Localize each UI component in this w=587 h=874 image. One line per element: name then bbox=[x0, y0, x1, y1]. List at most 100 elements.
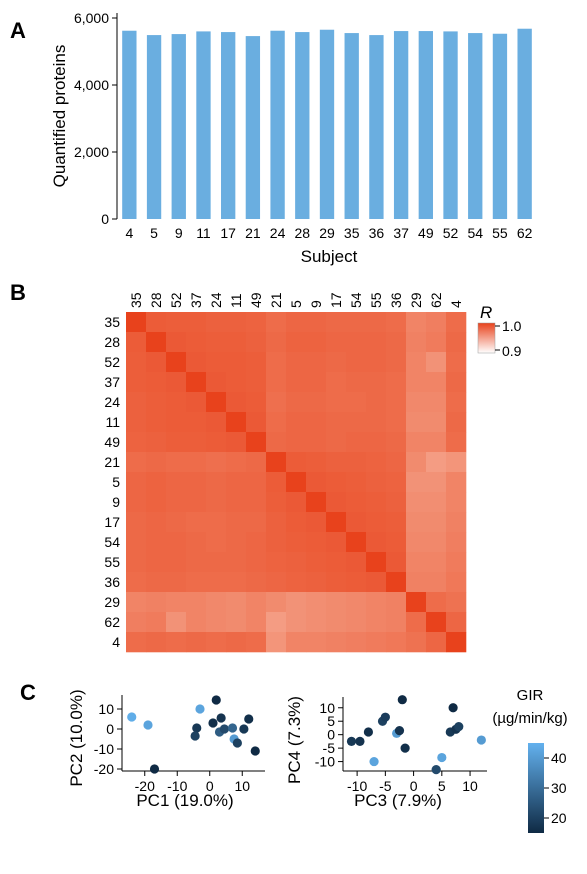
heatmap-row-label: 35 bbox=[104, 314, 120, 330]
heatmap-cell bbox=[366, 572, 387, 593]
scatter1-x-tick-label: 0 bbox=[206, 778, 214, 794]
bar-x-tick-label: 21 bbox=[245, 225, 261, 241]
heatmap-cell bbox=[206, 392, 227, 413]
heatmap-cell bbox=[306, 412, 327, 433]
heatmap-cell bbox=[206, 372, 227, 393]
heatmap-legend: R 1.0 0.9 bbox=[477, 303, 522, 359]
heatmap-cell bbox=[386, 372, 407, 393]
heatmap-row-label: 37 bbox=[104, 374, 120, 390]
heatmap-cell bbox=[246, 332, 267, 353]
heatmap-cell bbox=[386, 612, 407, 633]
heatmap-cell bbox=[386, 492, 407, 513]
scatter2-x-tick-label: 10 bbox=[462, 778, 478, 794]
heatmap-cell bbox=[186, 592, 207, 613]
heatmap-cell bbox=[126, 512, 147, 533]
heatmap-cell bbox=[286, 372, 307, 393]
scatter1-point bbox=[143, 720, 153, 730]
bar-x-tick-label: 55 bbox=[492, 225, 508, 241]
heatmap-cell bbox=[326, 412, 347, 433]
heatmap-cell bbox=[346, 572, 367, 593]
heatmap-cell bbox=[186, 472, 207, 493]
heatmap-cell bbox=[126, 332, 147, 353]
scatter2-y-tick-label: 0 bbox=[327, 727, 335, 743]
heatmap-cell bbox=[146, 312, 167, 333]
scatter2-point bbox=[397, 695, 407, 705]
heatmap-cell bbox=[146, 552, 167, 573]
scatter1-point bbox=[250, 746, 260, 756]
heatmap-cell bbox=[226, 312, 247, 333]
heatmap-cell bbox=[306, 592, 327, 613]
heatmap-cell bbox=[346, 492, 367, 513]
heatmap-row-label: 17 bbox=[104, 514, 120, 530]
heatmap-col-label: 37 bbox=[188, 292, 204, 308]
heatmap-cell bbox=[366, 452, 387, 473]
heatmap-row-label: 5 bbox=[112, 474, 120, 490]
heatmap-cell bbox=[306, 552, 327, 573]
heatmap-cell bbox=[166, 432, 187, 453]
heatmap-cell bbox=[406, 452, 427, 473]
heatmap-cell bbox=[446, 352, 467, 373]
heatmap-cell bbox=[266, 552, 287, 573]
heatmap-col-label: 21 bbox=[268, 292, 284, 308]
bar-x-tick-label: 49 bbox=[418, 225, 434, 241]
bar-x-tick-label: 54 bbox=[467, 225, 483, 241]
heatmap-cell bbox=[326, 332, 347, 353]
heatmap-col-label: 11 bbox=[228, 293, 244, 308]
heatmap-cell bbox=[146, 592, 167, 613]
scatter2-y-axis-title: PC4 (7.3%) bbox=[285, 696, 304, 784]
heatmap-cell bbox=[426, 532, 447, 553]
gir-colorbar bbox=[528, 743, 544, 833]
scatter1-point bbox=[216, 713, 226, 723]
heatmap-cell bbox=[366, 512, 387, 533]
heatmap-cell bbox=[346, 632, 367, 653]
heatmap-cell bbox=[306, 332, 327, 353]
heatmap-cell bbox=[326, 372, 347, 393]
heatmap-cell bbox=[186, 632, 207, 653]
scatter2-point bbox=[394, 726, 405, 736]
heatmap-cell bbox=[406, 432, 427, 453]
heatmap-cell bbox=[346, 612, 367, 633]
heatmap-cell bbox=[446, 472, 467, 493]
heatmap-col-label: 54 bbox=[348, 292, 364, 308]
scatter1-point bbox=[192, 723, 202, 733]
heatmap-cell bbox=[326, 392, 347, 413]
heatmap-row-label: 4 bbox=[112, 634, 120, 650]
correlation-heatmap: 3535282852523737242411114949212155991717… bbox=[104, 292, 467, 653]
scatter2-y-tick-label: 5 bbox=[327, 713, 335, 729]
scatter1-y-axis-title: PC2 (10.0%) bbox=[67, 689, 86, 786]
bar bbox=[393, 31, 409, 219]
heatmap-cell bbox=[146, 352, 167, 373]
heatmap-cell bbox=[186, 532, 207, 553]
heatmap-cell bbox=[266, 532, 287, 553]
bar-chart: Quantified proteins Subject 0 2,000 4,000 6… bbox=[50, 10, 533, 266]
heatmap-cell bbox=[326, 532, 347, 553]
bar bbox=[171, 34, 186, 219]
heatmap-cell bbox=[146, 512, 167, 533]
heatmap-cell bbox=[426, 592, 447, 613]
heatmap-cell bbox=[306, 572, 327, 593]
heatmap-cell bbox=[286, 552, 307, 573]
scatter2-x-tick-label: 0 bbox=[410, 778, 418, 794]
heatmap-cell bbox=[206, 412, 227, 433]
heatmap-cell bbox=[166, 572, 187, 593]
heatmap-cell bbox=[346, 532, 367, 553]
gir-legend-tick-label: 20 bbox=[551, 810, 567, 826]
heatmap-cell bbox=[426, 552, 447, 573]
scatter1-y-tick-label: -10 bbox=[94, 741, 114, 757]
heatmap-cell bbox=[266, 432, 287, 453]
bar bbox=[196, 31, 211, 220]
heatmap-cell bbox=[126, 352, 147, 373]
heatmap-legend-label-low: 0.9 bbox=[502, 343, 522, 359]
heatmap-cell bbox=[246, 512, 267, 533]
heatmap-cell bbox=[446, 452, 467, 473]
heatmap-cell bbox=[326, 492, 347, 513]
heatmap-cell bbox=[206, 592, 227, 613]
heatmap-cell bbox=[246, 572, 267, 593]
scatter1-point bbox=[227, 723, 238, 733]
heatmap-cell bbox=[126, 552, 147, 573]
heatmap-cell bbox=[386, 472, 407, 493]
heatmap-cell bbox=[266, 332, 287, 353]
heatmap-cell bbox=[186, 432, 207, 453]
heatmap-cell bbox=[226, 392, 247, 413]
heatmap-cell bbox=[226, 472, 247, 493]
